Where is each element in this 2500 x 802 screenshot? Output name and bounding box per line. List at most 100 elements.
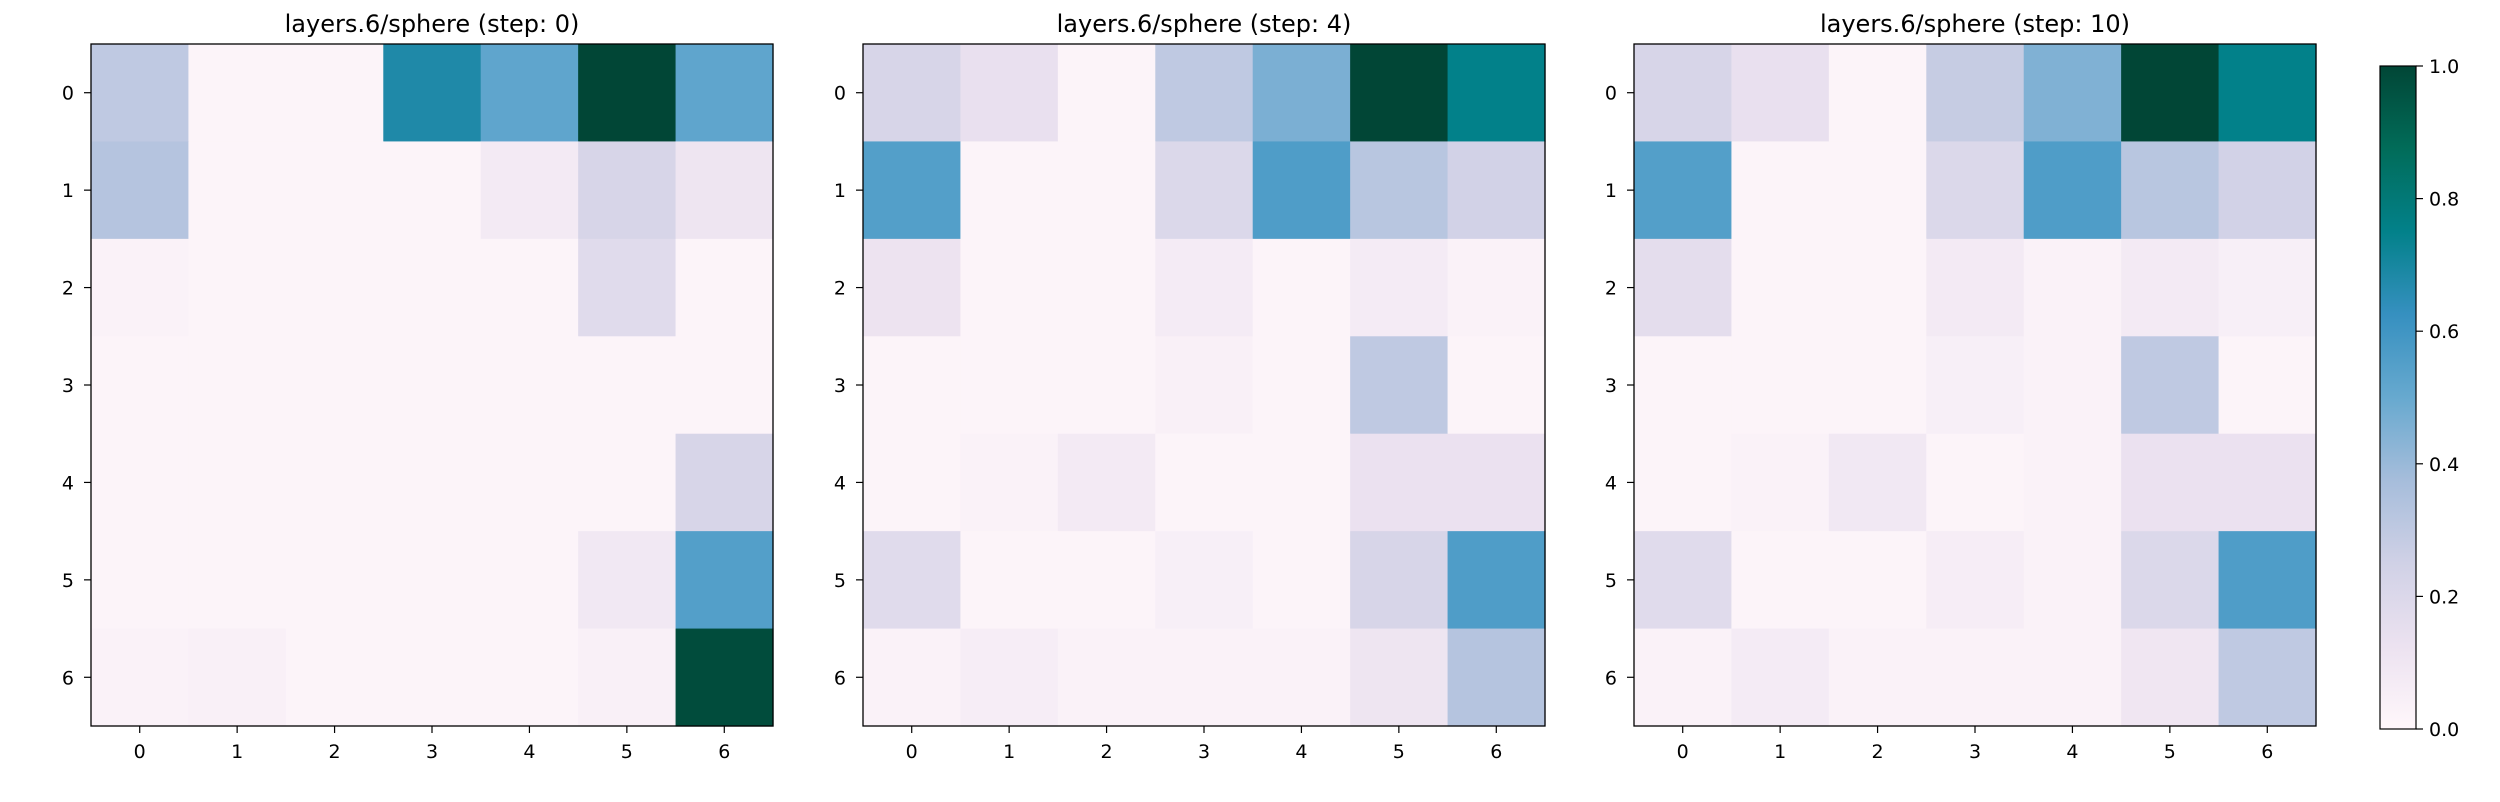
heatmap-cell: [2023, 531, 2122, 630]
heatmap-cell: [1252, 628, 1351, 727]
heatmap-cell: [2218, 44, 2317, 143]
heatmap-cell: [2023, 238, 2122, 337]
heatmap-cell: [1634, 44, 1733, 143]
heatmap-cell: [1350, 238, 1449, 337]
heatmap-cell: [1057, 628, 1156, 727]
x-tick-label: 6: [718, 741, 730, 763]
heatmap-cell: [863, 336, 962, 435]
heatmap-cell: [578, 433, 677, 532]
heatmap-cell: [1634, 238, 1733, 337]
x-tick-label: 0: [134, 741, 146, 763]
heatmap-cell: [578, 531, 677, 630]
heatmap-cell: [1634, 531, 1733, 630]
heatmap-cell: [2121, 433, 2220, 532]
panel-title: layers.6/sphere (step: 0): [285, 10, 580, 38]
heatmap-cell: [91, 44, 190, 143]
heatmap-cell: [383, 238, 482, 337]
heatmap-cell: [480, 238, 579, 337]
heatmap-cell: [960, 141, 1059, 240]
heatmap-cell: [91, 628, 190, 727]
x-tick-label: 5: [621, 741, 633, 763]
heatmap-cell: [1057, 141, 1156, 240]
heatmap-cell: [285, 628, 384, 727]
x-tick-label: 3: [426, 741, 438, 763]
heatmap-cell: [383, 628, 482, 727]
heatmap-cell: [91, 141, 190, 240]
heatmap-cell: [960, 628, 1059, 727]
heatmap-cell: [1350, 628, 1449, 727]
y-tick-label: 3: [834, 375, 846, 397]
y-tick-label: 2: [834, 278, 846, 300]
heatmap-cell: [1350, 433, 1449, 532]
heatmap-panel-2: layers.6/sphere (step: 10) 0 1 2 3 4 5 6 0 1 2 3 4 5 6: [1605, 10, 2317, 763]
heatmap-cell: [2023, 44, 2122, 143]
y-tick-label: 0: [834, 83, 846, 105]
heatmap-cell: [1926, 141, 2025, 240]
y-tick-label: 2: [1605, 278, 1617, 300]
heatmap-cell: [285, 336, 384, 435]
heatmap-cell: [863, 628, 962, 727]
heatmap-cell: [1731, 531, 1830, 630]
heatmap-cell: [578, 44, 677, 143]
heatmap-cell: [960, 238, 1059, 337]
heatmap-cell: [383, 141, 482, 240]
heatmap-cell: [2218, 336, 2317, 435]
heatmap-cell: [863, 238, 962, 337]
x-tick-label: 1: [1774, 741, 1786, 763]
heatmap-cell: [1252, 531, 1351, 630]
heatmap-cell: [2121, 531, 2220, 630]
heatmap-cell: [1634, 141, 1733, 240]
heatmap-cell: [1731, 433, 1830, 532]
heatmap-cell: [863, 141, 962, 240]
heatmap-cell: [2121, 141, 2220, 240]
heatmap-cell: [1252, 433, 1351, 532]
y-tick-label: 4: [834, 472, 846, 494]
heatmap-cell: [1155, 628, 1254, 727]
heatmap-cell: [1828, 336, 1927, 435]
heatmap-cell: [1447, 531, 1546, 630]
heatmap-cell: [1447, 628, 1546, 727]
heatmap-cell: [2218, 141, 2317, 240]
y-tick-label: 1: [834, 180, 846, 202]
heatmap-cell: [285, 531, 384, 630]
heatmap-cell: [675, 628, 774, 727]
panel-title: layers.6/sphere (step: 4): [1057, 10, 1352, 38]
heatmap-cell: [1057, 531, 1156, 630]
heatmap-cell: [675, 433, 774, 532]
heatmap-cell: [960, 44, 1059, 143]
heatmap-cell: [2023, 336, 2122, 435]
heatmap-cell: [863, 531, 962, 630]
heatmap-cell: [578, 628, 677, 727]
heatmap-cell: [675, 336, 774, 435]
heatmap-cell: [1350, 141, 1449, 240]
y-tick-label: 5: [62, 570, 74, 592]
heatmap-cell: [1057, 238, 1156, 337]
heatmap-cell: [2121, 628, 2220, 727]
heatmap-cell: [578, 238, 677, 337]
x-tick-label: 2: [329, 741, 341, 763]
heatmap-cell: [1155, 238, 1254, 337]
heatmap-cell: [1731, 141, 1830, 240]
heatmap-cell: [1447, 238, 1546, 337]
heatmap-cell: [1057, 336, 1156, 435]
heatmap-cell: [1447, 44, 1546, 143]
heatmap-cell: [1731, 628, 1830, 727]
heatmap-cell: [480, 531, 579, 630]
heatmap-cell: [91, 336, 190, 435]
y-tick-label: 5: [1605, 570, 1617, 592]
heatmap-cell: [188, 336, 287, 435]
heatmap-cell: [1634, 628, 1733, 727]
heatmap-cell: [1926, 336, 2025, 435]
heatmap-cell: [1731, 336, 1830, 435]
heatmap-cell: [383, 336, 482, 435]
heatmap-cell: [1731, 44, 1830, 143]
heatmap-cell: [480, 44, 579, 143]
heatmap-cell: [91, 531, 190, 630]
heatmap-cell: [1926, 44, 2025, 143]
heatmap-cell: [2023, 141, 2122, 240]
x-tick-label: 6: [2261, 741, 2273, 763]
y-tick-label: 6: [62, 667, 74, 689]
heatmap-cell: [2023, 433, 2122, 532]
